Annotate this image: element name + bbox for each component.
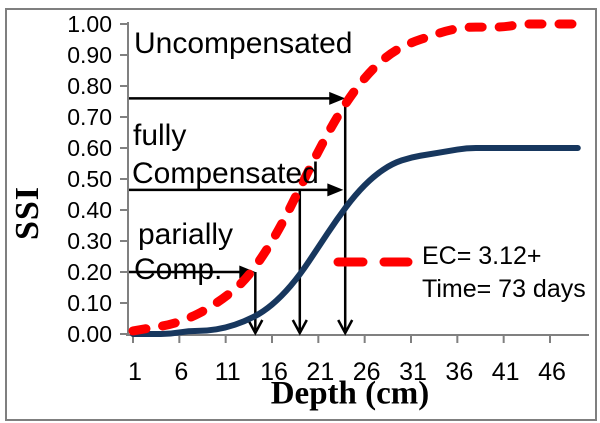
- legend-entry-line2: Time= 73 days: [422, 275, 586, 303]
- x-tick-label: 21: [306, 358, 334, 386]
- y-tick-label: 0.30: [67, 228, 112, 254]
- y-tick-label: 0.80: [67, 73, 112, 99]
- y-tick-label: 0.70: [67, 104, 112, 130]
- curve-uncompensated: [128, 19, 583, 336]
- x-tick-label: 11: [215, 358, 241, 386]
- y-tick-label: 0.10: [67, 290, 112, 316]
- legend-entry-line1: EC= 3.12+: [422, 242, 542, 270]
- y-axis-title: SSI: [9, 185, 46, 241]
- arrow-head-right: [327, 183, 344, 197]
- x-tick-label: 6: [174, 358, 188, 386]
- y-tick-label: 0.40: [67, 197, 112, 223]
- annotation-comp: Comp.: [134, 253, 223, 286]
- arrow-head-right: [329, 91, 346, 105]
- x-axis-title: Depth (cm): [270, 375, 430, 412]
- x-tick-label: 36: [445, 358, 473, 386]
- x-tick-label: 31: [399, 358, 427, 386]
- y-tick-label: 0.00: [67, 321, 112, 347]
- x-tick-label: 41: [492, 358, 520, 386]
- annotation-fully: fully: [133, 119, 187, 152]
- arrow-head-down: [247, 319, 264, 336]
- x-tick-label: 26: [353, 358, 381, 386]
- annotation-parially: parially: [138, 218, 234, 251]
- annotation-compensated: Compensated: [132, 157, 319, 190]
- x-tick-label: 46: [538, 358, 566, 386]
- y-tick-label: 0.50: [67, 166, 112, 192]
- annotation-uncompensated: Uncompensated: [134, 27, 353, 60]
- arrow-head-down: [291, 319, 308, 336]
- y-tick-label: 0.90: [67, 42, 112, 68]
- x-tick-label: 1: [128, 358, 142, 386]
- curve-compensated: [130, 145, 581, 337]
- y-tick-label: 1.00: [67, 11, 112, 37]
- y-tick-label: 0.20: [67, 259, 112, 285]
- x-tick-label: 16: [260, 358, 288, 386]
- arrow-head-down: [337, 319, 354, 336]
- y-tick-label: 0.60: [67, 135, 112, 161]
